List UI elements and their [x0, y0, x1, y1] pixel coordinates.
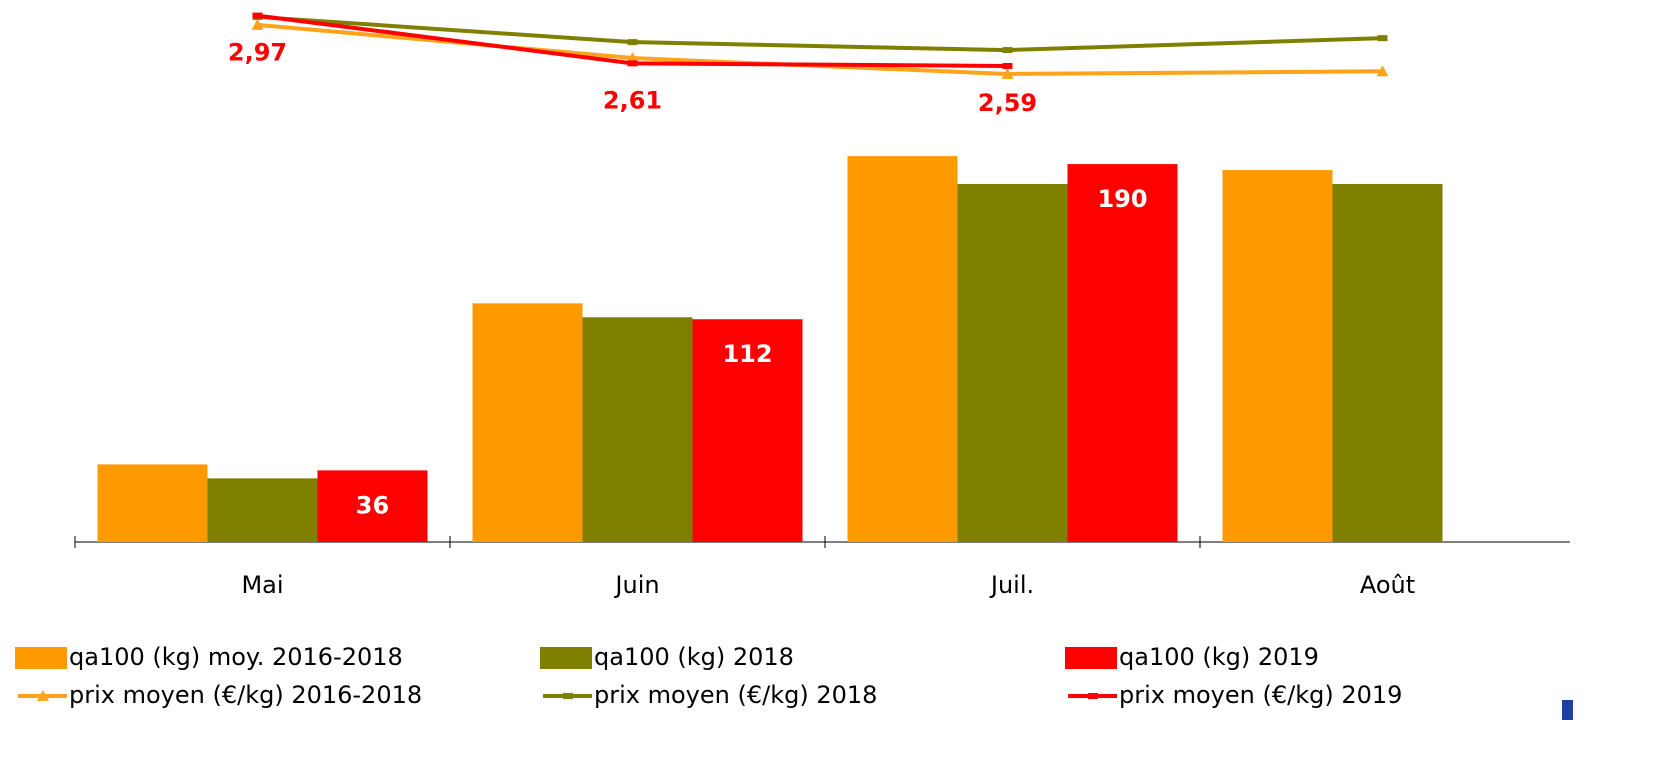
- legend-marker: [563, 693, 573, 699]
- legend-swatch: [15, 647, 67, 669]
- legend-label: qa100 (kg) moy. 2016-2018: [69, 643, 403, 671]
- line-marker: [1001, 67, 1014, 79]
- bar: [692, 319, 803, 542]
- x-tick-label: Juil.: [989, 571, 1034, 599]
- bar-value-label: 190: [1097, 185, 1147, 213]
- corner-mark: [1562, 700, 1573, 720]
- legend-label: qa100 (kg) 2018: [594, 643, 794, 671]
- bar: [957, 184, 1068, 542]
- bar: [582, 317, 693, 542]
- bar: [1332, 184, 1443, 542]
- legend-swatch: [540, 647, 592, 669]
- legend-marker: [37, 690, 49, 701]
- legend-label: qa100 (kg) 2019: [1119, 643, 1319, 671]
- line-marker: [626, 52, 639, 64]
- bar: [317, 470, 428, 542]
- legend-marker: [1088, 693, 1098, 699]
- legend-label: prix moyen (€/kg) 2018: [594, 681, 877, 709]
- line-value-label: 2,97: [228, 39, 287, 67]
- line-value-label: 2,59: [978, 89, 1037, 117]
- line-marker: [252, 12, 263, 19]
- line-marker: [627, 60, 638, 67]
- bar-value-label: 36: [356, 491, 389, 519]
- x-tick-label: Juin: [613, 571, 659, 599]
- line-marker: [251, 18, 264, 30]
- bar: [1067, 164, 1178, 542]
- bar: [847, 156, 958, 542]
- x-tick-label: Mai: [241, 571, 283, 599]
- line-value-label: 2,61: [603, 86, 662, 114]
- bar: [472, 303, 583, 542]
- bar: [1222, 170, 1333, 543]
- bar: [207, 478, 318, 542]
- x-tick-label: Août: [1360, 571, 1415, 599]
- line-marker: [627, 39, 638, 46]
- bar: [97, 464, 208, 542]
- line: [257, 14, 1383, 53]
- legend-swatch: [1065, 647, 1117, 669]
- legend-label: prix moyen (€/kg) 2019: [1119, 681, 1402, 709]
- line-marker: [1376, 65, 1389, 77]
- bar-value-label: 112: [722, 340, 772, 368]
- line-marker: [1377, 35, 1388, 42]
- legend-label: prix moyen (€/kg) 2016-2018: [69, 681, 422, 709]
- line-marker: [1002, 47, 1013, 54]
- line-marker: [1002, 62, 1013, 69]
